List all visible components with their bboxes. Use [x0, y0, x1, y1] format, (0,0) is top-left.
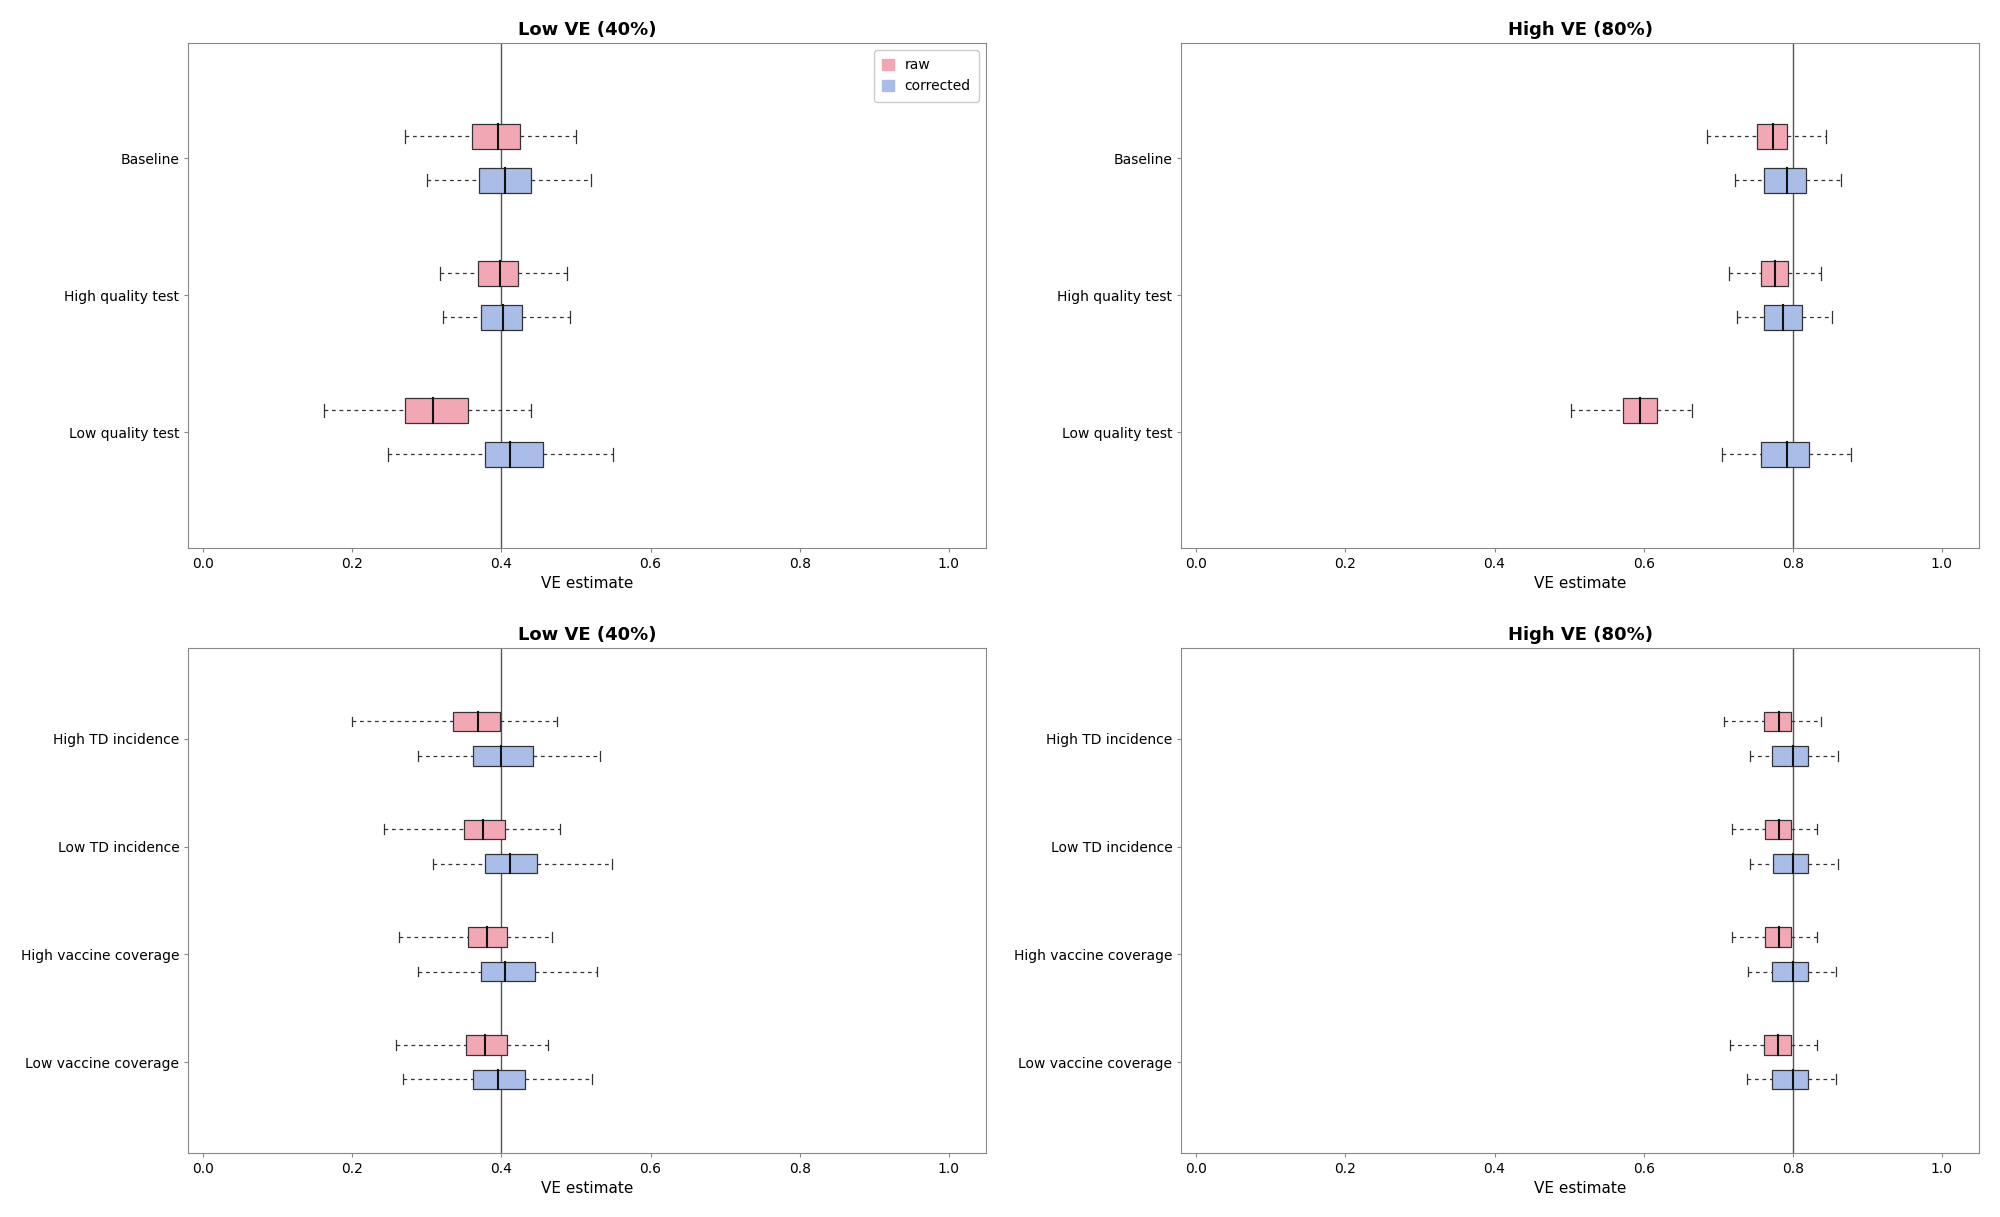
X-axis label: VE estimate: VE estimate — [542, 1182, 634, 1196]
Bar — [404, 398, 468, 422]
Bar — [478, 262, 518, 286]
X-axis label: VE estimate: VE estimate — [1534, 1182, 1626, 1196]
Bar — [1760, 262, 1788, 286]
Title: Low VE (40%): Low VE (40%) — [518, 21, 656, 39]
Bar — [474, 1070, 526, 1089]
Bar — [1772, 961, 1808, 981]
Bar — [1764, 1036, 1792, 1054]
Bar — [1774, 854, 1808, 874]
Bar — [1766, 819, 1792, 839]
Bar — [1622, 398, 1658, 422]
Title: High VE (80%): High VE (80%) — [1508, 626, 1652, 644]
Bar — [1764, 712, 1792, 731]
Bar — [486, 442, 542, 466]
Bar — [464, 819, 506, 839]
Bar — [472, 124, 520, 148]
Title: High VE (80%): High VE (80%) — [1508, 21, 1652, 39]
Bar — [480, 961, 536, 981]
Bar — [1764, 168, 1806, 192]
Bar — [466, 1036, 508, 1054]
Bar — [1772, 1070, 1808, 1089]
X-axis label: VE estimate: VE estimate — [1534, 576, 1626, 591]
Bar — [480, 305, 522, 330]
Bar — [1772, 746, 1808, 765]
Bar — [468, 927, 508, 947]
Bar — [480, 168, 532, 192]
Bar — [454, 712, 500, 731]
Bar — [474, 746, 532, 765]
Bar — [1766, 927, 1792, 947]
Legend: raw, corrected: raw, corrected — [874, 50, 980, 102]
X-axis label: VE estimate: VE estimate — [542, 576, 634, 591]
Bar — [486, 854, 538, 874]
Bar — [1756, 124, 1786, 148]
Bar — [1764, 305, 1802, 330]
Title: Low VE (40%): Low VE (40%) — [518, 626, 656, 644]
Bar — [1762, 442, 1810, 466]
